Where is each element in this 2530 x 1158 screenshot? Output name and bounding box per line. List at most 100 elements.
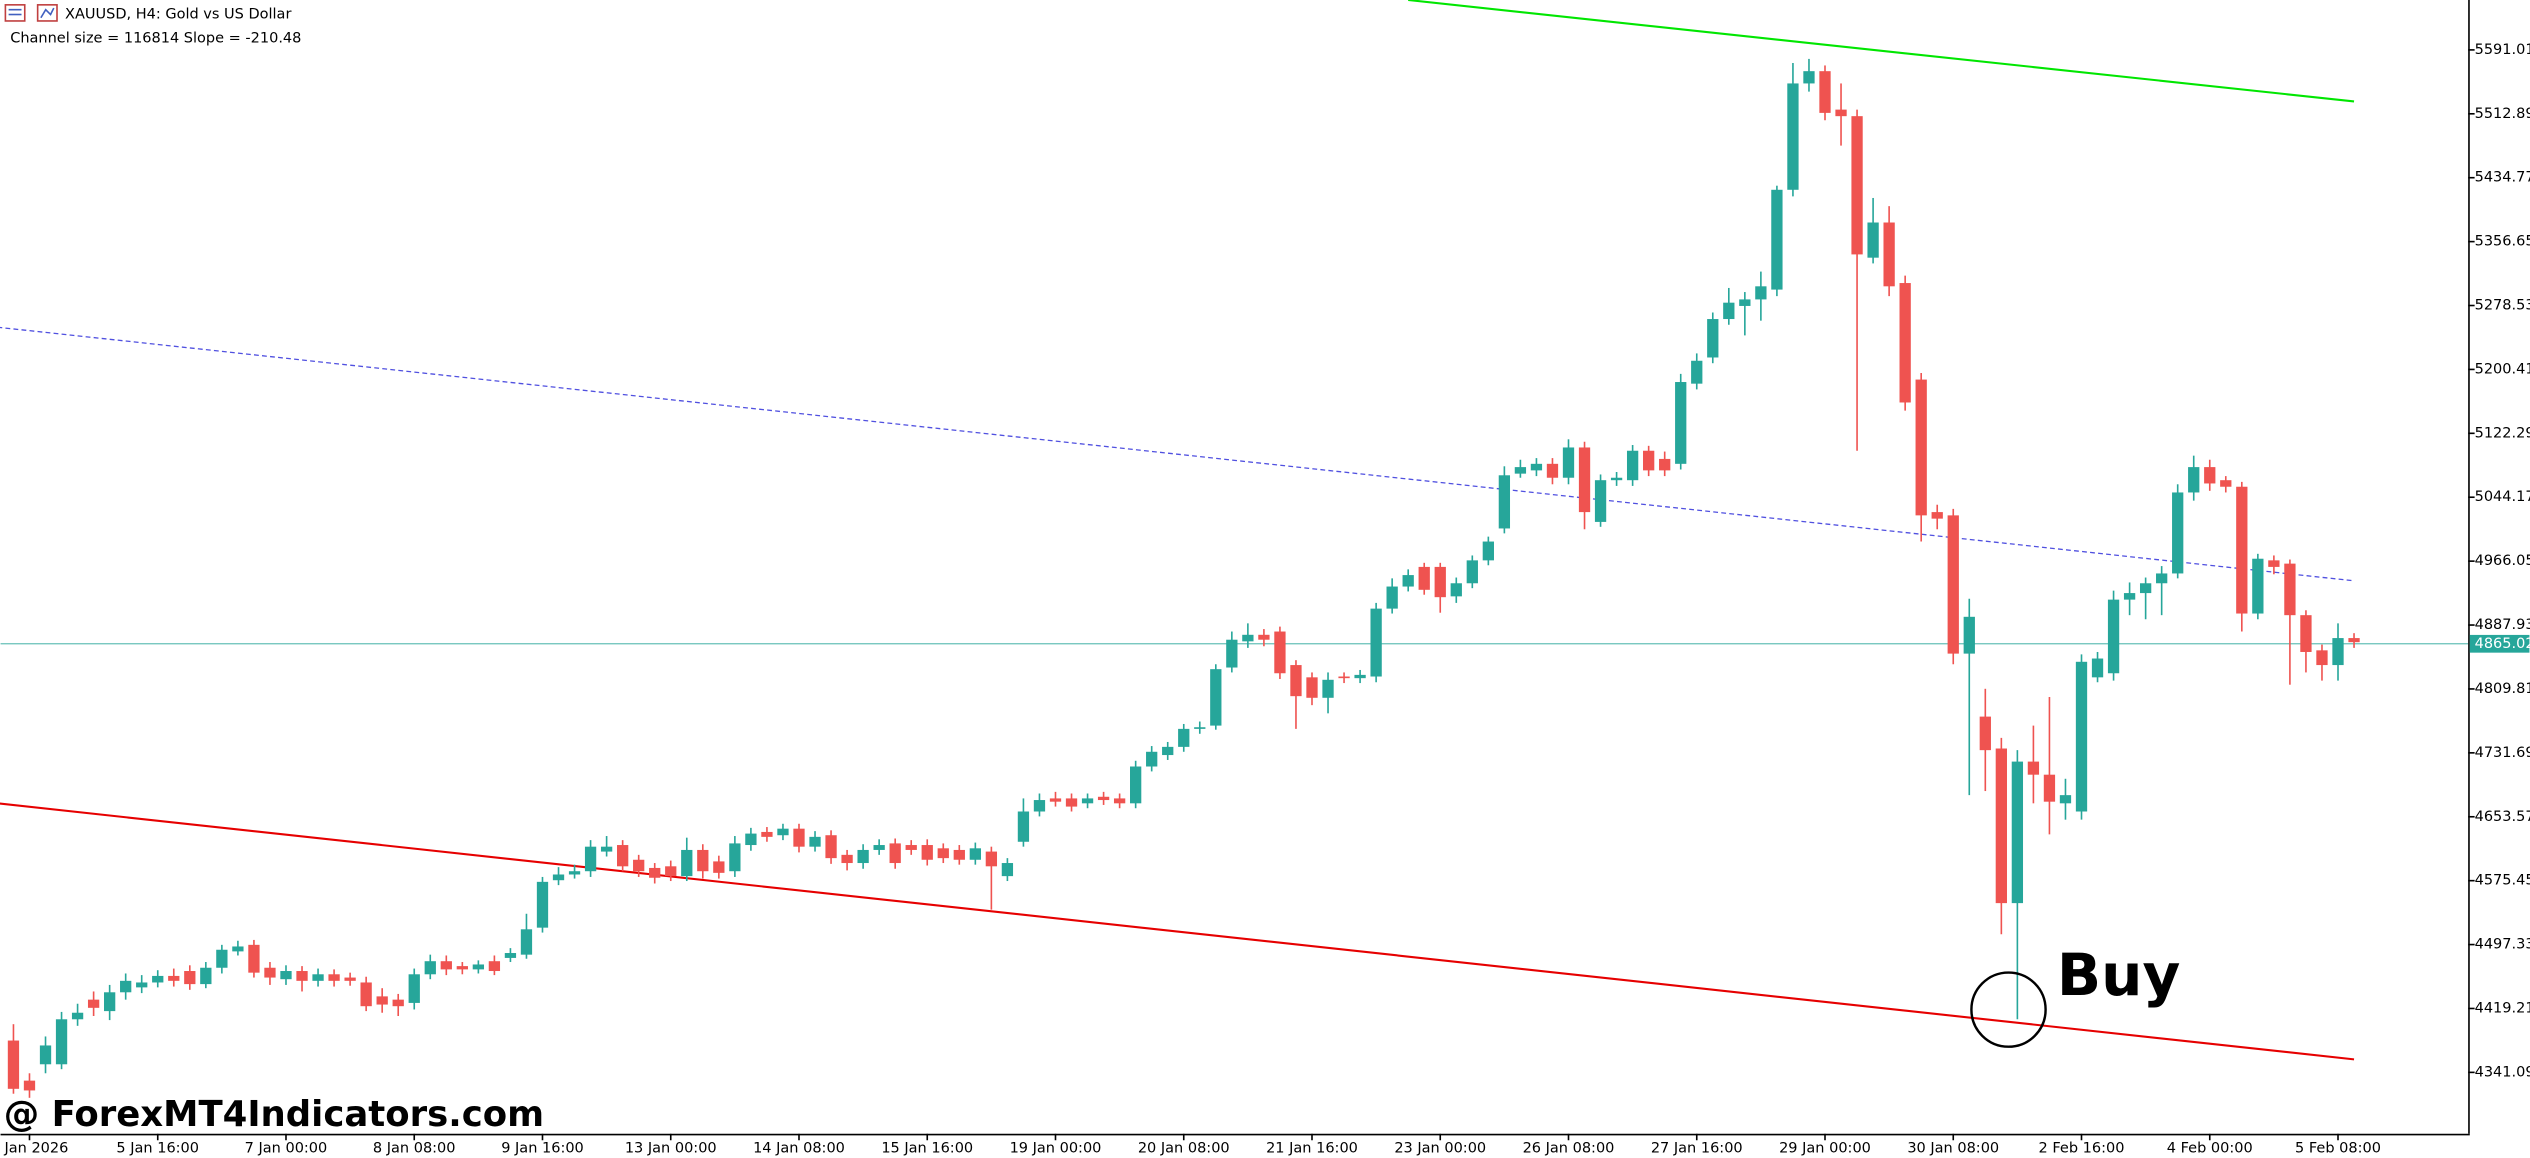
- candle-body: [440, 961, 452, 970]
- y-tick-label: 5591.01: [2475, 42, 2530, 58]
- candle-body: [1418, 566, 1430, 590]
- candle-body: [584, 846, 597, 872]
- candle-body: [136, 982, 148, 988]
- x-tick-label: 7 Jan 00:00: [245, 1140, 328, 1156]
- candle-body: [1691, 360, 1703, 384]
- candle-body: [841, 854, 853, 864]
- candle-body: [168, 975, 180, 981]
- candle-body: [697, 849, 709, 872]
- candle-body: [2204, 467, 2216, 484]
- candle-body: [424, 961, 436, 975]
- candle-body: [1546, 463, 1559, 478]
- candle-body: [1178, 728, 1190, 747]
- icon: [40, 7, 55, 19]
- candle-body: [488, 961, 501, 972]
- plot-area: [0, 0, 2469, 1098]
- candle-body: [857, 849, 869, 864]
- candle-body: [1033, 800, 1046, 812]
- candle-body: [1498, 475, 1511, 529]
- candle-body: [360, 982, 372, 1007]
- candle-body: [1659, 458, 1671, 471]
- y-tick-label: 5512.89: [2475, 106, 2530, 122]
- candle-body: [1947, 515, 1959, 654]
- candle-body: [1370, 608, 1382, 677]
- candle-body: [408, 974, 420, 1003]
- candle-body: [1594, 480, 1607, 522]
- candle-body: [985, 851, 998, 867]
- buy-circle: [1970, 971, 2047, 1048]
- candle-body: [296, 971, 308, 981]
- candle-body: [1450, 583, 1462, 597]
- x-tick-label: 13 Jan 00:00: [625, 1140, 717, 1156]
- y-tick-label: 5122.29: [2475, 425, 2530, 441]
- x-tick-label: 26 Jan 08:00: [1523, 1140, 1615, 1156]
- x-tick-label: 2 Jan 2026: [0, 1140, 68, 1156]
- candle-body: [1771, 189, 1783, 290]
- candle-body: [1578, 447, 1591, 513]
- candle-body: [1354, 674, 1366, 679]
- candle-body: [2220, 480, 2232, 487]
- x-tick-label: 27 Jan 16:00: [1651, 1140, 1743, 1156]
- x-tick-label: 19 Jan 00:00: [1010, 1140, 1102, 1156]
- candle-body: [2075, 661, 2088, 812]
- candle-body: [2268, 560, 2280, 567]
- watermark: @ ForexMT4Indicators.com: [4, 1094, 544, 1135]
- candle-body: [1963, 616, 1975, 654]
- y-tick-label: 4497.33: [2475, 937, 2530, 953]
- y-tick-label: 5434.77: [2475, 170, 2530, 186]
- candle-body: [761, 831, 773, 837]
- candle-body: [1113, 798, 1126, 804]
- candle-body: [2172, 492, 2184, 574]
- candle-body: [248, 944, 260, 973]
- candle-body: [1514, 467, 1527, 474]
- y-tick-label: 4966.05: [2475, 553, 2530, 569]
- candle-body: [1466, 560, 1478, 584]
- candle-body: [2348, 638, 2360, 643]
- candle-body: [328, 974, 340, 981]
- candle-body: [1242, 634, 1254, 642]
- candle-body: [2188, 467, 2200, 493]
- y-tick-label: 4731.69: [2475, 745, 2530, 761]
- candle-body: [1787, 83, 1799, 190]
- candle-body: [1482, 541, 1494, 561]
- candle-body: [55, 1019, 68, 1065]
- candle-body: [2236, 486, 2248, 614]
- y-tick-label: 4653.57: [2475, 809, 2530, 825]
- icon: [4, 4, 26, 22]
- candle-body: [617, 845, 629, 867]
- y-tick-label: 4575.45: [2475, 873, 2530, 889]
- candle-body: [2139, 583, 2152, 594]
- x-tick-label: 8 Jan 08:00: [373, 1140, 456, 1156]
- candle-body: [1434, 566, 1446, 598]
- y-tick-label: 4341.09: [2475, 1064, 2530, 1080]
- candle-body: [1626, 450, 1639, 481]
- candle-body: [1097, 796, 1110, 801]
- candle-body: [1274, 631, 1286, 674]
- x-tick-label: 4 Feb 00:00: [2167, 1140, 2253, 1156]
- candle-body: [889, 843, 901, 864]
- candle-body: [1867, 222, 1879, 258]
- candle-body: [1017, 811, 1030, 842]
- y-tick-label: 5278.53: [2475, 298, 2530, 314]
- candle-body: [376, 996, 388, 1005]
- candle-body: [1338, 676, 1350, 679]
- candle-body: [873, 845, 885, 850]
- candle-body: [2316, 650, 2328, 666]
- candle-body: [39, 1045, 52, 1065]
- channel-line: [0, 802, 2355, 1061]
- x-tick-label: 5 Feb 08:00: [2295, 1140, 2381, 1156]
- candle-body: [2332, 638, 2344, 666]
- candle-body: [552, 874, 565, 881]
- candle-body: [1386, 586, 1398, 609]
- candle-body: [87, 999, 100, 1008]
- x-tick-label: 9 Jan 16:00: [501, 1140, 584, 1156]
- candle-body: [280, 971, 292, 980]
- candle-body: [825, 835, 837, 859]
- candle-body: [536, 881, 549, 928]
- candle-body: [1130, 766, 1142, 804]
- candle-body: [1755, 286, 1767, 300]
- candle-body: [1803, 71, 1815, 84]
- candle-body: [2284, 563, 2296, 616]
